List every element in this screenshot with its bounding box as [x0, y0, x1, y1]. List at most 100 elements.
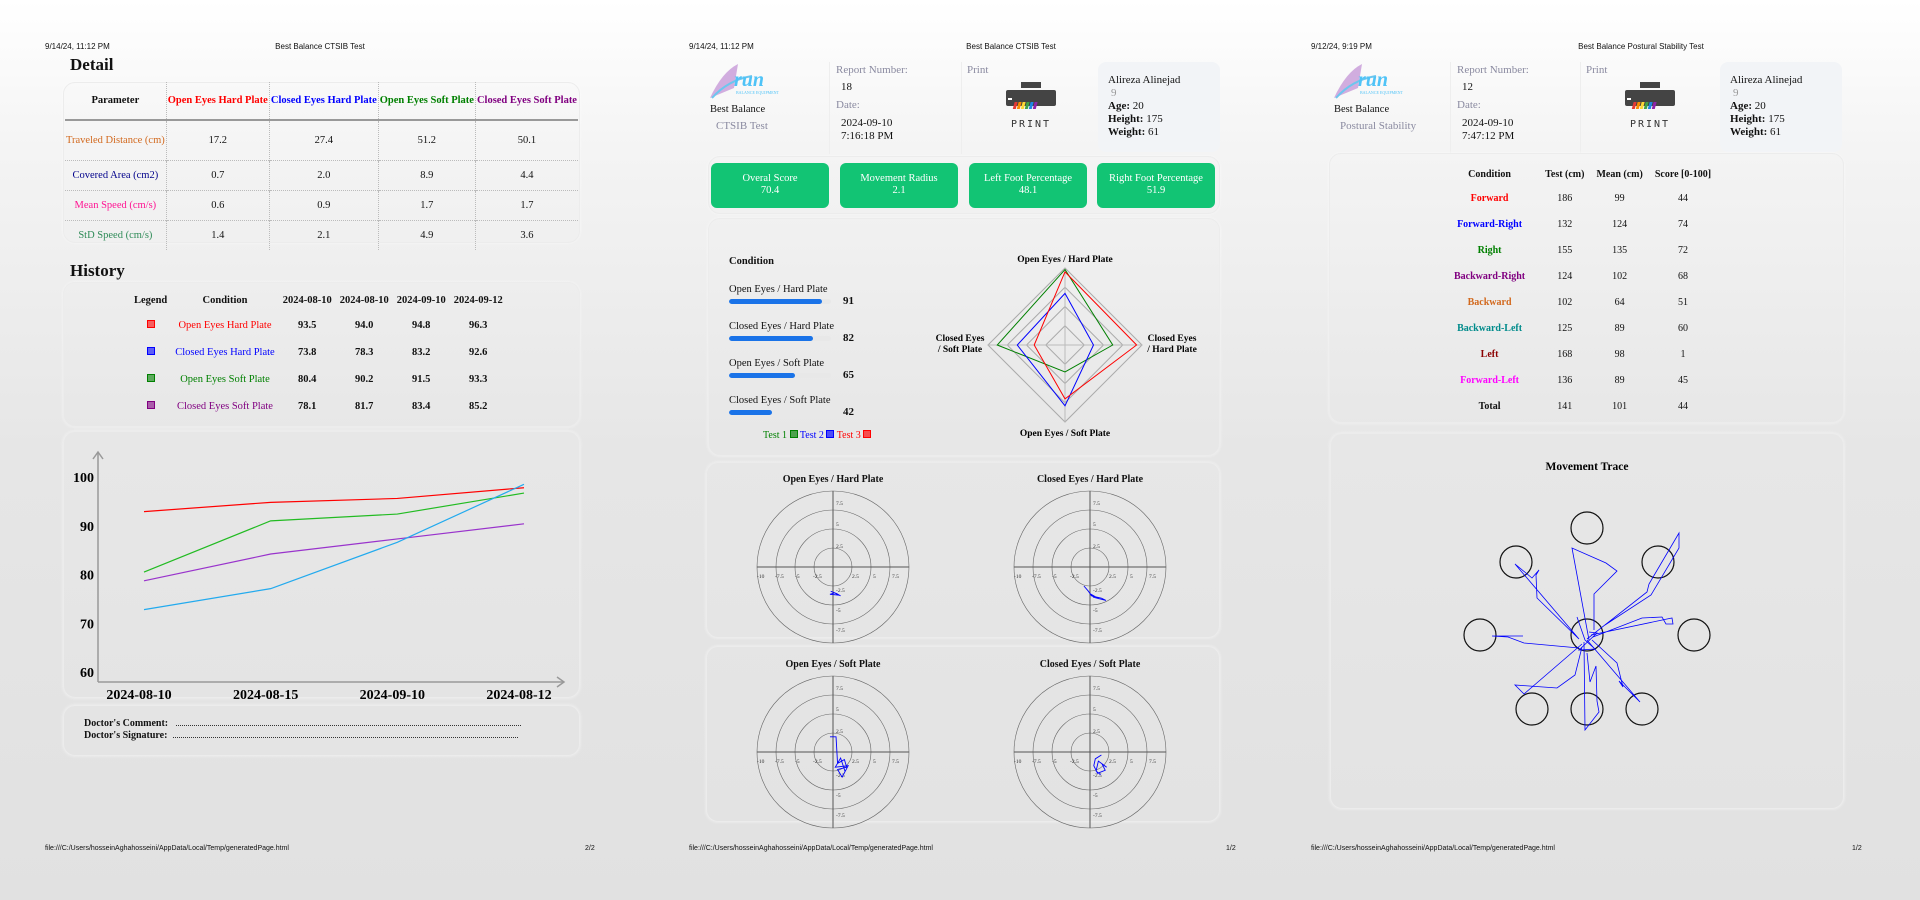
sway-trace — [1083, 585, 1107, 601]
app-name: Best Balance — [1334, 104, 1390, 115]
legend-swatch — [789, 430, 798, 438]
history-value: 83.2 — [412, 347, 431, 358]
polar-tick-label: 2.5 — [1093, 729, 1100, 735]
x-axis-arrow — [556, 676, 566, 688]
radar-series-1 — [996, 268, 1114, 373]
legend-swatch — [863, 430, 872, 438]
radar-axis-label: Open Eyes / Soft Plate — [1020, 429, 1110, 439]
cell-value: 1.4 — [165, 219, 270, 250]
patient-weight: 61 — [1148, 126, 1160, 138]
legend-item: Test 3 — [837, 430, 872, 441]
table-row: Forward 186 99 44 — [1440, 186, 1717, 212]
polar-sway-plot: 7.552.5-2.5-5-7.5-10-10-7.5-5-2.52.557.5 — [756, 675, 910, 829]
postural-col-header: Condition — [1468, 168, 1511, 180]
divider — [829, 62, 830, 154]
doctor-card: Doctor's Comment: Doctor's Signature: — [63, 705, 580, 756]
target-circle-forward — [1570, 511, 1604, 545]
polar-tick-label: 2.5 — [1109, 759, 1116, 765]
polar-tick-label: 5 — [873, 759, 876, 765]
print-button[interactable]: PRINT — [1622, 82, 1678, 130]
movement-trace-chart: Movement Trace — [1463, 461, 1711, 732]
direction-label: Left — [1480, 348, 1499, 360]
polar-tick-label: 5 — [836, 707, 839, 713]
condition-label: Open Eyes Soft Plate — [180, 374, 270, 385]
history-col-header: 2024-08-10 — [282, 294, 332, 306]
doctor-signature-label: Doctor's Signature: — [84, 730, 168, 741]
divider — [1580, 62, 1581, 154]
radar-axis-label: Closed Eyes — [1148, 334, 1197, 344]
history-value: 81.7 — [355, 401, 374, 412]
direction-label: Forward-Right — [1457, 219, 1523, 231]
x-tick-label: 2024-08-15 — [233, 688, 298, 699]
polar-tick-label: -2.5 — [813, 574, 822, 580]
doctor-comment-field[interactable] — [176, 725, 522, 726]
test-name: Postural Stability — [1340, 120, 1417, 132]
movement-trace-path — [1514, 563, 1580, 640]
polar-tick-label: 7.5 — [892, 574, 899, 580]
report-time: 7:16:18 PM — [841, 130, 894, 142]
print-title: Best Balance CTSIB Test — [966, 42, 1056, 51]
legend-swatch — [146, 347, 155, 355]
cell-value: 8.9 — [377, 159, 476, 190]
history-value: 94.8 — [412, 320, 431, 331]
postural-value: 74 — [1677, 219, 1688, 231]
history-value: 93.3 — [469, 374, 488, 385]
polar-tick-label: -7.5 — [1032, 759, 1041, 765]
footer-page: 1/2 — [1226, 845, 1236, 852]
date-label: Date: — [1457, 99, 1481, 111]
direction-label: Total — [1478, 400, 1501, 412]
history-value: 80.4 — [298, 374, 317, 385]
postural-value: 44 — [1677, 193, 1688, 205]
movement-trace-title: Movement Trace — [1546, 461, 1629, 473]
direction-label: Forward — [1470, 193, 1509, 205]
history-value: 78.1 — [298, 401, 317, 412]
polar-tick-label: -7.5 — [1032, 574, 1041, 580]
polar-tick-label: 2.5 — [852, 759, 859, 765]
direction-label: Forward-Left — [1460, 374, 1519, 386]
height-label: Height: — [1108, 113, 1144, 125]
patient-card: Alireza Alinejad 9 Age: 20 Height: 175 W… — [1098, 62, 1220, 152]
table-row: StD Speed (cm/s) 1.4 2.1 4.9 3.6 — [65, 219, 578, 250]
cell-value: 27.4 — [268, 119, 379, 160]
polar-card-soft — [706, 646, 1220, 822]
parameter-label: Traveled Distance (cm) — [65, 119, 167, 160]
y-tick-label: 70 — [80, 617, 94, 632]
doctor-signature-field[interactable] — [173, 737, 519, 738]
movement-trace-path — [1576, 616, 1598, 651]
polar-tick-label: -10 — [1014, 759, 1022, 765]
print-button[interactable]: PRINT — [1003, 82, 1059, 130]
y-axis-arrow — [92, 450, 104, 460]
report-time: 7:47:12 PM — [1462, 130, 1515, 142]
sway-trace — [829, 736, 850, 778]
app-name: Best Balance — [710, 104, 766, 115]
polar-tick-label: -2.5 — [1093, 588, 1102, 594]
postural-table: Condition Test (cm) Mean (cm) Score [0-100]… — [1440, 162, 1717, 419]
direction-label: Backward-Left — [1457, 322, 1523, 334]
table-row: Traveled Distance (cm) 17.2 27.4 51.2 50.1 — [65, 119, 578, 160]
cell-value: 1.7 — [377, 189, 476, 220]
print-timestamp: 9/14/24, 11:12 PM — [45, 42, 110, 51]
arun-logo: run BALANCE EQUIPMENT — [710, 64, 780, 99]
score-value: 70.4 — [760, 185, 780, 196]
movement-trace-path — [1590, 616, 1674, 638]
history-value: 85.2 — [469, 401, 488, 412]
history-value: 78.3 — [355, 347, 374, 358]
cell-value: 0.9 — [268, 189, 379, 220]
history-table: Legend Condition 2024-08-10 2024-08-10 2024-… — [130, 288, 507, 420]
history-value: 92.6 — [469, 347, 488, 358]
y-tick-label: 60 — [80, 666, 94, 681]
condition-label: Open Eyes Hard Plate — [178, 320, 272, 331]
movement-trace-path — [1586, 639, 1641, 703]
condition-progress-bar — [729, 410, 831, 415]
report-number-label: Report Number: — [836, 64, 908, 76]
report-number: 18 — [841, 81, 852, 93]
legend-swatch — [146, 320, 155, 328]
patient-id: 9 — [1111, 87, 1117, 99]
postural-value: 1 — [1680, 348, 1686, 360]
movement-trace-path — [1586, 531, 1680, 640]
series-line-4 — [143, 483, 525, 611]
target-circle-backward-left — [1515, 692, 1549, 726]
postural-value: 102 — [1612, 271, 1628, 283]
polar-tick-label: -10 — [757, 759, 765, 765]
condition-progress-bar — [729, 299, 831, 304]
